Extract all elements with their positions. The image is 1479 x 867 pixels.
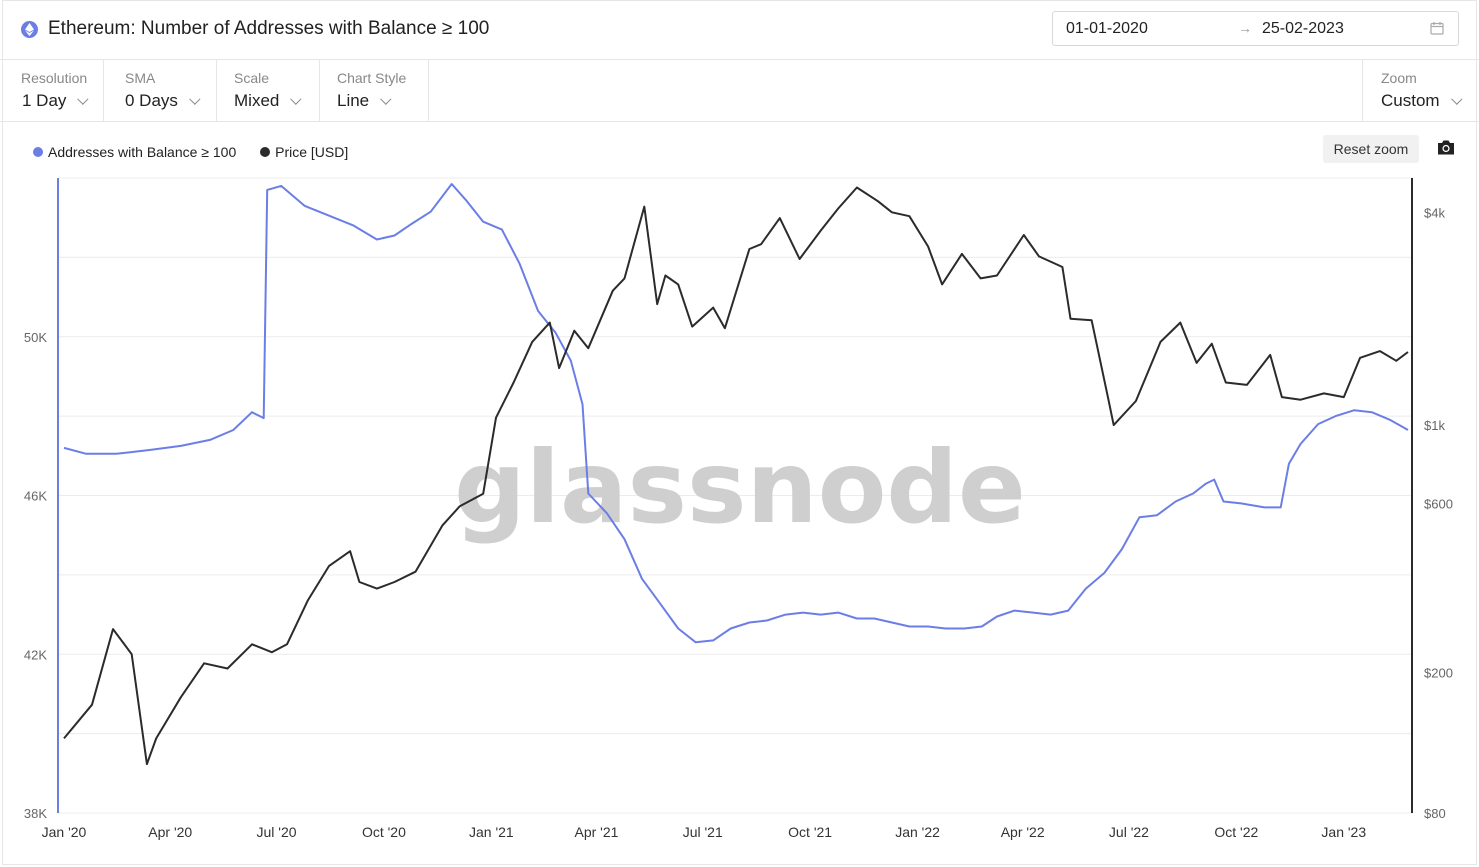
x-axis-tick-label: Jan '21 xyxy=(469,824,514,840)
date-arrow-icon: → xyxy=(1238,20,1252,36)
date-to-input[interactable]: 25-02-2023 xyxy=(1262,20,1344,37)
zoom-dropdown[interactable]: Zoom Custom xyxy=(1362,60,1479,121)
x-axis-tick-label: Oct '21 xyxy=(788,824,832,840)
chart-legend: Addresses with Balance ≥ 100 Price [USD] xyxy=(33,144,368,160)
left-axis-tick-label: 42K xyxy=(24,647,47,662)
date-from-input[interactable]: 01-01-2020 xyxy=(1066,20,1148,37)
scale-dropdown[interactable]: Scale Mixed xyxy=(217,60,320,121)
legend-price-label: Price [USD] xyxy=(275,144,349,160)
chart-grid xyxy=(58,177,1412,814)
header: Ethereum: Number of Addresses with Balan… xyxy=(0,0,1479,60)
zoom-value: Custom xyxy=(1381,91,1440,110)
right-axis-tick-label: $200 xyxy=(1424,665,1453,680)
page-title: Ethereum: Number of Addresses with Balan… xyxy=(48,18,490,39)
legend-item-price[interactable]: Price [USD] xyxy=(260,144,348,160)
addresses-series-line xyxy=(63,183,1409,644)
scale-value: Mixed xyxy=(234,91,280,110)
camera-icon[interactable] xyxy=(1436,139,1456,161)
watermark: glassnode xyxy=(454,429,1026,546)
legend-addresses-label: Addresses with Balance ≥ 100 xyxy=(48,144,237,160)
chart-controls: Resolution 1 Day SMA 0 Days Scale Mixed … xyxy=(0,60,1479,122)
right-axis-tick-label: $600 xyxy=(1424,497,1453,512)
reset-zoom-button[interactable]: Reset zoom xyxy=(1323,135,1419,163)
left-axis-tick-label: 46K xyxy=(24,489,47,504)
x-axis-tick-label: Jul '20 xyxy=(257,824,297,840)
legend-item-addresses[interactable]: Addresses with Balance ≥ 100 xyxy=(33,144,236,160)
sma-dropdown[interactable]: SMA 0 Days xyxy=(104,60,217,121)
x-axis-tick-label: Jan '23 xyxy=(1321,824,1366,840)
series-layer xyxy=(63,183,1409,766)
right-axis-tick-label: $1k xyxy=(1424,418,1445,433)
x-axis-tick-label: Jul '22 xyxy=(1109,824,1149,840)
zoom-label: Zoom xyxy=(1381,70,1417,86)
x-axis-tick-label: Apr '21 xyxy=(575,824,619,840)
scale-label: Scale xyxy=(234,70,270,86)
x-axis-tick-label: Oct '20 xyxy=(362,824,406,840)
sma-value: 0 Days xyxy=(125,91,178,110)
date-range-picker[interactable]: 01-01-2020 → 25-02-2023 xyxy=(1052,11,1459,46)
resolution-dropdown[interactable]: Resolution 1 Day xyxy=(0,60,104,121)
right-axis-tick-label: $80 xyxy=(1424,806,1446,821)
chart-style-dropdown[interactable]: Chart Style Line xyxy=(320,60,429,121)
ethereum-icon xyxy=(21,21,38,38)
x-axis-tick-label: Apr '20 xyxy=(148,824,192,840)
resolution-value: 1 Day xyxy=(22,91,67,110)
chart-style-value: Line xyxy=(337,91,370,110)
chart-style-label: Chart Style xyxy=(337,70,407,86)
resolution-label: Resolution xyxy=(21,70,88,86)
x-axis-tick-label: Jul '21 xyxy=(683,824,723,840)
left-axis-tick-label: 38K xyxy=(24,806,47,821)
price-series-line xyxy=(63,186,1409,766)
calendar-icon[interactable] xyxy=(1430,21,1444,40)
right-axis-tick-label: $4k xyxy=(1424,205,1445,220)
sma-label: SMA xyxy=(125,70,156,86)
left-axis-tick-label: 50K xyxy=(24,330,47,345)
x-axis-tick-label: Oct '22 xyxy=(1214,824,1258,840)
x-axis-tick-label: Jan '22 xyxy=(895,824,940,840)
chart-axes: 38K 42K 46K 50K $80 $200 $600 $1k $4k Jan '20 Apr … xyxy=(24,178,1453,840)
x-axis-tick-label: Apr '22 xyxy=(1001,824,1045,840)
x-axis-tick-label: Jan '20 xyxy=(42,824,87,840)
